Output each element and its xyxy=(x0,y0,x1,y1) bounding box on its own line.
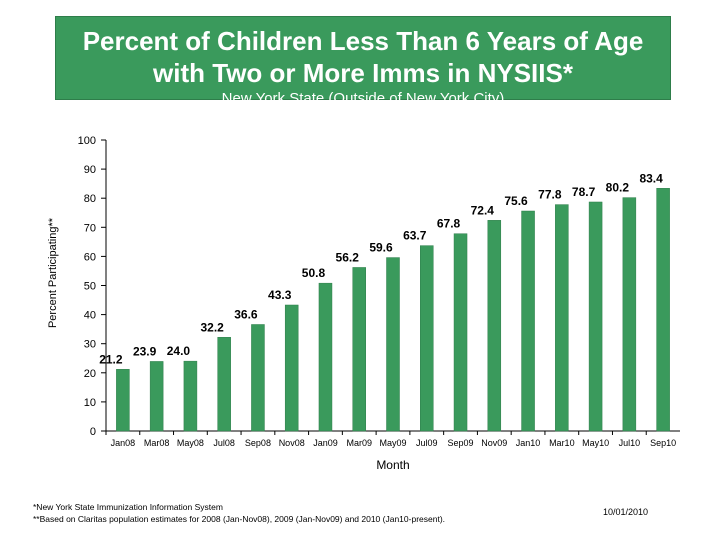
y-tick-label: 90 xyxy=(84,164,96,176)
data-label: 59.6 xyxy=(369,241,393,255)
chart-title-line1: Percent of Children Less Than 6 Years of… xyxy=(82,26,644,56)
y-tick-label: 60 xyxy=(84,251,96,263)
x-tick-label: Mar10 xyxy=(549,438,575,448)
data-label: 80.2 xyxy=(606,181,630,195)
x-tick-label: Jan08 xyxy=(111,438,136,448)
x-tick-label: May10 xyxy=(582,438,609,448)
data-label: 63.7 xyxy=(403,229,427,243)
bar xyxy=(453,233,468,432)
bar xyxy=(521,210,535,432)
bar xyxy=(352,267,366,432)
data-label: 67.8 xyxy=(437,217,461,231)
x-tick-label: Nov09 xyxy=(481,438,507,448)
bar xyxy=(656,188,670,432)
data-label: 32.2 xyxy=(200,320,224,334)
chart-value-labels: 21.2 23.9 24.0 32.2 36.6 43.3 50.8 56.2 59.6 63.7… xyxy=(99,171,663,366)
bar xyxy=(217,337,231,432)
chart-subtitle: New York State (Outside of New York City… xyxy=(221,90,505,107)
x-tick-label: May09 xyxy=(379,438,406,448)
y-tick-label: 30 xyxy=(84,339,96,351)
data-label: 43.3 xyxy=(268,288,292,302)
y-tick-label: 70 xyxy=(84,222,96,234)
bar xyxy=(183,360,198,432)
y-tick-label: 50 xyxy=(84,281,96,293)
bar xyxy=(588,201,603,432)
y-axis-title: Percent Participating** xyxy=(47,217,59,328)
data-label: 21.2 xyxy=(99,352,123,366)
data-label: 24.0 xyxy=(167,344,191,358)
x-tick-label: Jul09 xyxy=(416,438,438,448)
footnote-1: *New York State Immunization Information… xyxy=(33,502,223,512)
bar xyxy=(386,257,400,432)
x-tick-label: May08 xyxy=(177,438,204,448)
date-stamp: 10/01/2010 xyxy=(603,507,649,517)
x-tick-label: Jan10 xyxy=(516,438,541,448)
data-label: 50.8 xyxy=(302,266,326,280)
chart-title-line2: with Two or More Imms in NYSIIS* xyxy=(153,58,573,88)
x-tick-label: Jul10 xyxy=(619,438,641,448)
bar xyxy=(555,204,569,432)
y-tick-label: 80 xyxy=(84,193,96,205)
bar xyxy=(284,304,299,432)
data-label: 23.9 xyxy=(133,344,157,358)
footnote-2: **Based on Claritas population estimates… xyxy=(33,514,446,524)
data-label: 36.6 xyxy=(234,307,258,321)
bar xyxy=(487,220,502,432)
x-axis-title: Month xyxy=(376,458,409,472)
y-tick-label: 0 xyxy=(90,426,96,438)
data-label: 56.2 xyxy=(336,250,360,264)
y-tick-label: 100 xyxy=(78,135,96,147)
y-tick-label: 40 xyxy=(84,310,96,322)
bar xyxy=(420,245,434,432)
title-banner: Percent of Children Less Than 6 Years of… xyxy=(55,16,671,100)
bar xyxy=(149,361,164,432)
chart-bars xyxy=(116,188,670,432)
x-tick-label: Sep08 xyxy=(245,438,271,448)
data-label: 75.6 xyxy=(504,194,528,208)
x-tick-label: Jul08 xyxy=(213,438,235,448)
bar xyxy=(251,324,265,432)
x-tick-label: Sep10 xyxy=(650,438,676,448)
data-label: 72.4 xyxy=(471,203,495,217)
bar xyxy=(622,197,637,432)
x-tick-label: Sep09 xyxy=(448,438,474,448)
x-tick-label: Nov08 xyxy=(279,438,305,448)
x-tick-label: Mar09 xyxy=(346,438,372,448)
data-label: 77.8 xyxy=(538,188,562,202)
bar xyxy=(116,369,130,432)
data-label: 83.4 xyxy=(639,171,663,185)
y-tick-label: 10 xyxy=(84,397,96,409)
y-tick-label: 20 xyxy=(84,368,96,380)
x-tick-label: Jan09 xyxy=(313,438,338,448)
bar xyxy=(318,282,333,432)
data-label: 78.7 xyxy=(572,185,596,199)
x-tick-label: Mar08 xyxy=(144,438,170,448)
